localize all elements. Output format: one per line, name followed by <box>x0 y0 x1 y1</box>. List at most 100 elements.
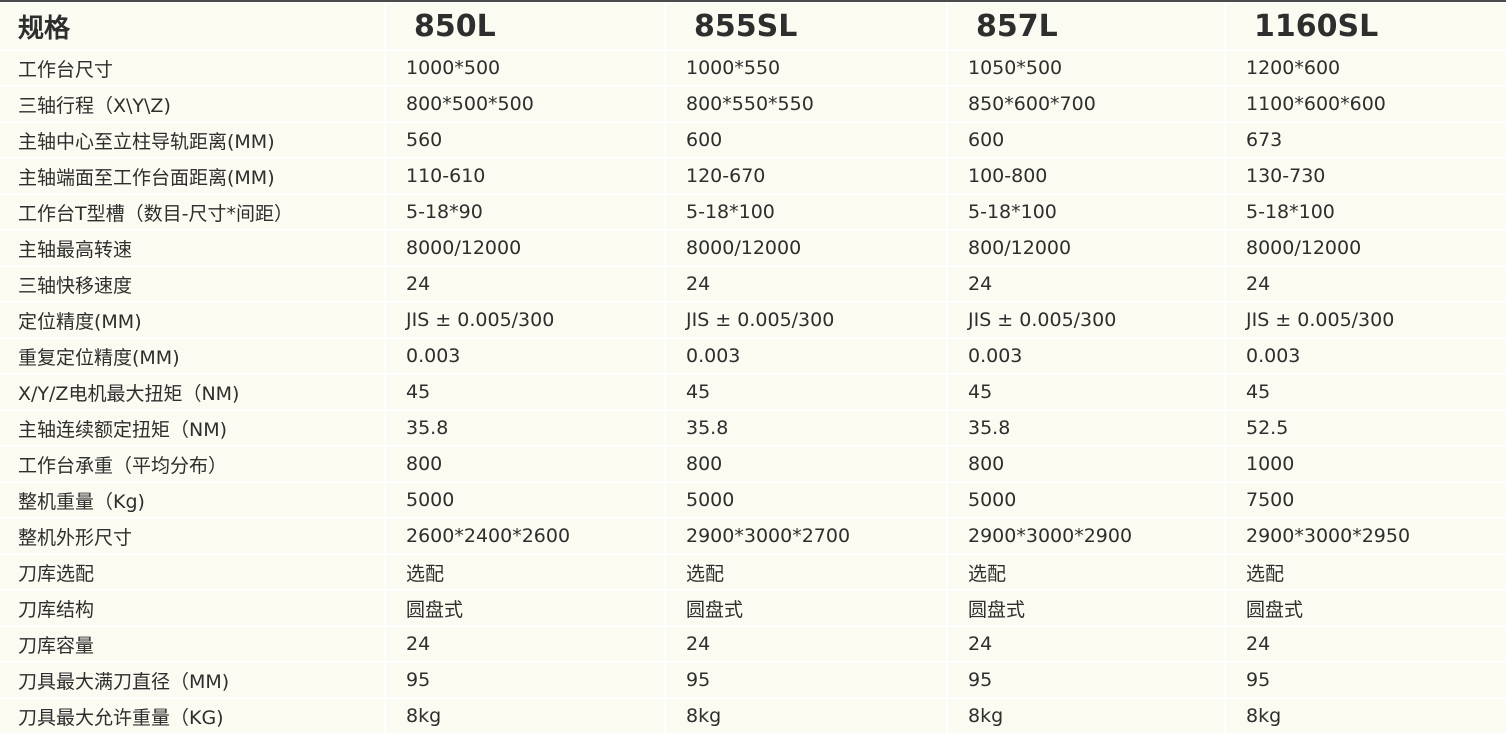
spec-value: 95 <box>1226 663 1506 697</box>
spec-label: 主轴连续额定扭矩（NM) <box>0 411 384 445</box>
spec-value: 选配 <box>386 555 664 589</box>
spec-value: 5000 <box>386 483 664 517</box>
table-row: 工作台承重（平均分布） 800 800 800 1000 <box>0 447 1506 481</box>
spec-value: 800/12000 <box>948 231 1224 265</box>
spec-value: 24 <box>386 627 664 661</box>
model-header-857l: 857L <box>948 3 1224 49</box>
spec-value: 1200*600 <box>1226 51 1506 85</box>
spec-value: 5-18*100 <box>1226 195 1506 229</box>
spec-value: 120-670 <box>666 159 946 193</box>
model-header-1160sl: 1160SL <box>1226 3 1506 49</box>
spec-value: 800 <box>666 447 946 481</box>
spec-label: 整机外形尺寸 <box>0 519 384 553</box>
table-row: 刀具最大允许重量（KG) 8kg 8kg 8kg 8kg <box>0 699 1506 733</box>
table-row: 工作台T型槽（数目-尺寸*间距） 5-18*90 5-18*100 5-18*100 5… <box>0 195 1506 229</box>
spec-value: 45 <box>666 375 946 409</box>
spec-value: 5-18*90 <box>386 195 664 229</box>
spec-value: 5000 <box>666 483 946 517</box>
header-row: 规格 850L 855SL 857L 1160SL <box>0 3 1506 49</box>
spec-label: 工作台承重（平均分布） <box>0 447 384 481</box>
spec-value: 110-610 <box>386 159 664 193</box>
spec-value: 圆盘式 <box>666 591 946 625</box>
table-row: 三轴快移速度 24 24 24 24 <box>0 267 1506 301</box>
spec-value: 选配 <box>948 555 1224 589</box>
spec-label: 三轴行程（X\Y\Z) <box>0 87 384 121</box>
spec-value: 2600*2400*2600 <box>386 519 664 553</box>
spec-value: 130-730 <box>1226 159 1506 193</box>
spec-value: 2900*3000*2900 <box>948 519 1224 553</box>
spec-label: 主轴中心至立柱导轨距离(MM) <box>0 123 384 157</box>
spec-value: 8kg <box>666 699 946 733</box>
spec-label: 刀库选配 <box>0 555 384 589</box>
spec-value: 24 <box>1226 267 1506 301</box>
model-header-855sl: 855SL <box>666 3 946 49</box>
table-row: X/Y/Z电机最大扭矩（NM) 45 45 45 45 <box>0 375 1506 409</box>
spec-label: 刀具最大允许重量（KG) <box>0 699 384 733</box>
spec-value: 45 <box>948 375 1224 409</box>
spec-value: 0.003 <box>1226 339 1506 373</box>
spec-value: 95 <box>948 663 1224 697</box>
spec-value: 5-18*100 <box>948 195 1224 229</box>
model-header-850l: 850L <box>386 3 664 49</box>
spec-value: 95 <box>666 663 946 697</box>
spec-value: 8000/12000 <box>1226 231 1506 265</box>
spec-value: 0.003 <box>948 339 1224 373</box>
spec-value: JIS ± 0.005/300 <box>666 303 946 337</box>
table-row: 主轴最高转速 8000/12000 8000/12000 800/12000 8000/… <box>0 231 1506 265</box>
spec-value: 1000*500 <box>386 51 664 85</box>
spec-value: 0.003 <box>666 339 946 373</box>
spec-value: 95 <box>386 663 664 697</box>
spec-label: 三轴快移速度 <box>0 267 384 301</box>
spec-value: 1000*550 <box>666 51 946 85</box>
spec-rows: 工作台尺寸 1000*500 1000*550 1050*500 1200*600 三轴行… <box>0 51 1506 733</box>
spec-value: 600 <box>948 123 1224 157</box>
spec-value: 560 <box>386 123 664 157</box>
spec-label: 工作台尺寸 <box>0 51 384 85</box>
spec-value: 45 <box>386 375 664 409</box>
spec-value: 673 <box>1226 123 1506 157</box>
spec-label: 刀库结构 <box>0 591 384 625</box>
spec-value: 8000/12000 <box>666 231 946 265</box>
spec-value: 8kg <box>386 699 664 733</box>
spec-value: JIS ± 0.005/300 <box>386 303 664 337</box>
spec-value: 圆盘式 <box>386 591 664 625</box>
spec-header: 规格 <box>0 3 384 49</box>
spec-label: 重复定位精度(MM) <box>0 339 384 373</box>
spec-value: 800 <box>948 447 1224 481</box>
spec-value: 1100*600*600 <box>1226 87 1506 121</box>
spec-value: 选配 <box>666 555 946 589</box>
spec-value: 2900*3000*2950 <box>1226 519 1506 553</box>
table-row: 主轴中心至立柱导轨距离(MM) 560 600 600 673 <box>0 123 1506 157</box>
table-row: 整机重量（Kg) 5000 5000 5000 7500 <box>0 483 1506 517</box>
spec-value: 24 <box>948 627 1224 661</box>
spec-value: 选配 <box>1226 555 1506 589</box>
table-row: 重复定位精度(MM) 0.003 0.003 0.003 0.003 <box>0 339 1506 373</box>
spec-value: 1000 <box>1226 447 1506 481</box>
spec-value: 1050*500 <box>948 51 1224 85</box>
spec-label: 主轴最高转速 <box>0 231 384 265</box>
spec-value: 35.8 <box>666 411 946 445</box>
spec-value: 600 <box>666 123 946 157</box>
table-row: 刀具最大满刀直径（MM) 95 95 95 95 <box>0 663 1506 697</box>
spec-value: 35.8 <box>948 411 1224 445</box>
spec-value: JIS ± 0.005/300 <box>1226 303 1506 337</box>
spec-value: 8000/12000 <box>386 231 664 265</box>
top-rule <box>0 0 1506 2</box>
spec-label: 刀具最大满刀直径（MM) <box>0 663 384 697</box>
spec-value: 24 <box>948 267 1224 301</box>
spec-value: 8kg <box>1226 699 1506 733</box>
table-row: 刀库容量 24 24 24 24 <box>0 627 1506 661</box>
spec-value: 2900*3000*2700 <box>666 519 946 553</box>
spec-value: 52.5 <box>1226 411 1506 445</box>
spec-label: 刀库容量 <box>0 627 384 661</box>
spec-value: 5-18*100 <box>666 195 946 229</box>
spec-value: 100-800 <box>948 159 1224 193</box>
spec-value: 800*500*500 <box>386 87 664 121</box>
spec-value: 0.003 <box>386 339 664 373</box>
spec-value: 24 <box>1226 627 1506 661</box>
table-row: 整机外形尺寸 2600*2400*2600 2900*3000*2700 2900*3… <box>0 519 1506 553</box>
spec-label: 工作台T型槽（数目-尺寸*间距） <box>0 195 384 229</box>
spec-value: 850*600*700 <box>948 87 1224 121</box>
table-row: 工作台尺寸 1000*500 1000*550 1050*500 1200*600 <box>0 51 1506 85</box>
